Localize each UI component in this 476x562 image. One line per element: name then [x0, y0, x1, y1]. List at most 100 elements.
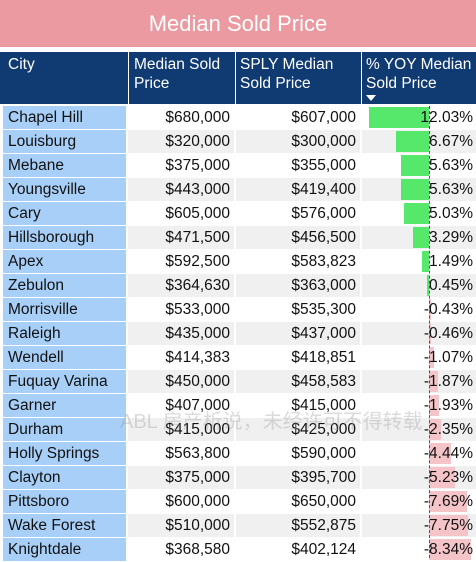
table-row[interactable]: Wake Forest $510,000 $552,875 -7.75%	[0, 514, 476, 538]
sply-median-sold-price-cell: $355,000	[291, 157, 356, 174]
sply-median-sold-price-cell: $535,300	[291, 301, 356, 318]
yoy-label: 3.29%	[429, 229, 473, 246]
city-cell: Cary	[3, 202, 126, 225]
table-row[interactable]: Mebane $375,000 $355,000 5.63%	[0, 154, 476, 178]
sply-median-sold-price-cell: $419,400	[236, 178, 360, 201]
table-row[interactable]: Holly Springs $563,800 $590,000 -4.44%	[0, 442, 476, 466]
yoy-cell: 12.03%	[362, 106, 476, 129]
table-row[interactable]: Zebulon $364,630 $363,000 0.45%	[0, 274, 476, 298]
yoy-cell: 3.29%	[362, 226, 476, 249]
yoy-bar	[429, 395, 439, 416]
yoy-label: 5.63%	[429, 157, 473, 174]
table-row[interactable]: Wendell $414,383 $418,851 -1.07%	[0, 346, 476, 370]
yoy-cell: -2.35%	[362, 418, 476, 441]
yoy-label: -0.46%	[423, 325, 473, 342]
sply-median-sold-price-cell: $607,000	[291, 109, 356, 126]
table-row[interactable]: Knightdale $368,580 $402,124 -8.34%	[0, 538, 476, 562]
sply-median-sold-price-cell: $363,000	[236, 274, 360, 297]
sply-median-sold-price-cell: $418,851	[291, 349, 356, 366]
yoy-cell: -0.43%	[362, 298, 476, 321]
yoy-bar	[395, 131, 429, 152]
yoy-label: -7.69%	[423, 493, 473, 510]
median-sold-price-cell: $605,000	[165, 205, 230, 222]
city-cell: Knightdale	[3, 538, 126, 561]
city-cell: Holly Springs	[3, 442, 126, 465]
yoy-bar	[429, 371, 439, 392]
column-header-sply-median-sold-price[interactable]: SPLY Median Sold Price	[240, 56, 334, 92]
table-row[interactable]: Chapel Hill $680,000 $607,000 12.03%	[0, 106, 476, 130]
bar-zero-axis	[429, 106, 430, 558]
sort-descending-icon[interactable]	[366, 95, 376, 101]
yoy-cell: -1.07%	[362, 346, 476, 369]
table-row[interactable]: Durham $415,000 $425,000 -2.35%	[0, 418, 476, 442]
yoy-bar	[421, 251, 429, 272]
table-row[interactable]: Apex $592,500 $583,823 1.49%	[0, 250, 476, 274]
table-row[interactable]: Garner $407,000 $415,000 -1.93%	[0, 394, 476, 418]
table-row[interactable]: Morrisville $533,000 $535,300 -0.43%	[0, 298, 476, 322]
yoy-label: 12.03%	[420, 109, 473, 126]
city-cell: Clayton	[3, 466, 126, 489]
table-row[interactable]: Raleigh $435,000 $437,000 -0.46%	[0, 322, 476, 346]
yoy-cell: -7.75%	[362, 514, 476, 537]
median-sold-price-cell: $415,000	[128, 418, 234, 441]
column-header-median-sold-price[interactable]: Median Sold Price	[134, 56, 221, 92]
city-cell: Durham	[3, 418, 126, 441]
yoy-label: -4.44%	[423, 445, 473, 462]
yoy-cell: 5.63%	[362, 178, 476, 201]
city-cell: Youngsville	[3, 178, 126, 201]
table-row[interactable]: Fuquay Varina $450,000 $458,583 -1.87%	[0, 370, 476, 394]
yoy-label: -1.93%	[423, 397, 473, 414]
yoy-label: 1.49%	[429, 253, 473, 270]
yoy-bar	[429, 443, 452, 464]
sply-median-sold-price-cell: $402,124	[291, 541, 356, 558]
median-sold-price-cell: $563,800	[165, 445, 230, 462]
column-divider	[361, 52, 362, 104]
table-row[interactable]: Youngsville $443,000 $419,400 5.63%	[0, 178, 476, 202]
yoy-cell: -5.23%	[362, 466, 476, 489]
median-sold-price-cell: $375,000	[165, 157, 230, 174]
yoy-bar	[429, 491, 468, 512]
median-sold-price-cell: $443,000	[128, 178, 234, 201]
table-row[interactable]: Clayton $375,000 $395,700 -5.23%	[0, 466, 476, 490]
sply-median-sold-price-cell: $415,000	[291, 397, 356, 414]
median-sold-price-cell: $320,000	[128, 130, 234, 153]
column-header-city[interactable]: City	[8, 56, 35, 73]
table-row[interactable]: Cary $605,000 $576,000 5.03%	[0, 202, 476, 226]
column-header-yoy-median-sold-price[interactable]: % YOY Median Sold Price	[366, 56, 472, 92]
yoy-label: -2.35%	[423, 421, 473, 438]
yoy-cell: -1.87%	[362, 370, 476, 393]
yoy-label: -1.07%	[423, 349, 473, 366]
yoy-label: -5.23%	[423, 469, 473, 486]
yoy-label: -0.43%	[423, 301, 473, 318]
city-cell: Mebane	[3, 154, 126, 177]
city-cell: Louisburg	[3, 130, 126, 153]
sply-median-sold-price-cell: $300,000	[236, 130, 360, 153]
city-cell: Garner	[3, 394, 126, 417]
yoy-cell: 6.67%	[362, 130, 476, 153]
sply-median-sold-price-cell: $456,500	[236, 226, 360, 249]
table-row[interactable]: Louisburg $320,000 $300,000 6.67%	[0, 130, 476, 154]
yoy-label: 6.67%	[429, 133, 473, 150]
watermark: ABL 房产析说，未经许可不得转载	[120, 411, 423, 433]
city-cell: Hillsborough	[3, 226, 126, 249]
table-row[interactable]: Hillsborough $471,500 $456,500 3.29%	[0, 226, 476, 250]
median-sold-price-cell: $407,000	[165, 397, 230, 414]
sply-median-sold-price-cell: $395,700	[236, 466, 360, 489]
median-sold-price-cell: $471,500	[128, 226, 234, 249]
sply-median-sold-price-cell: $583,823	[291, 253, 356, 270]
yoy-label: -8.34%	[423, 541, 473, 558]
yoy-label: 5.03%	[429, 205, 473, 222]
yoy-cell: 5.03%	[362, 202, 476, 225]
table-row[interactable]: Pittsboro $600,000 $650,000 -7.69%	[0, 490, 476, 514]
table-title: Median Sold Price	[0, 0, 476, 47]
yoy-bar	[429, 515, 468, 536]
yoy-label: 5.63%	[429, 181, 473, 198]
yoy-bar	[412, 227, 429, 248]
yoy-cell: 5.63%	[362, 154, 476, 177]
yoy-cell: -1.93%	[362, 394, 476, 417]
median-sold-price-cell: $600,000	[165, 493, 230, 510]
sply-median-sold-price-cell: $590,000	[291, 445, 356, 462]
yoy-bar	[429, 539, 471, 560]
sply-median-sold-price-cell: $425,000	[236, 418, 360, 441]
city-cell: Pittsboro	[3, 490, 126, 513]
